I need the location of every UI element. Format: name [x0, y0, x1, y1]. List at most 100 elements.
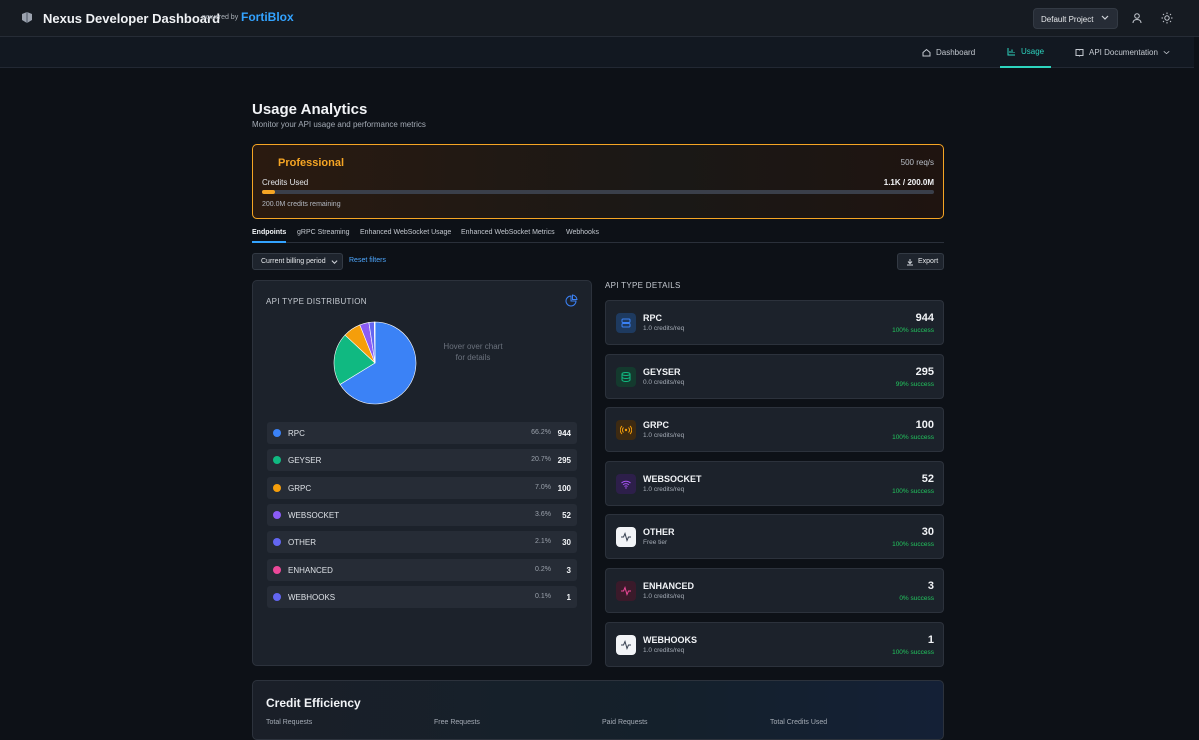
detail-success-rate: 99% success	[896, 381, 934, 388]
nav-api-docs-label: API Documentation	[1089, 48, 1158, 57]
project-select-value: Default Project	[1041, 15, 1093, 24]
detail-credits-per-req: 1.0 credits/req	[643, 432, 684, 439]
server-icon	[620, 317, 632, 329]
legend-percent: 0.1%	[535, 593, 551, 600]
api-type-distribution-panel: API TYPE DISTRIBUTION Hover over chart f…	[252, 280, 592, 666]
bar-chart-icon	[1007, 47, 1016, 56]
detail-count: 52	[922, 473, 934, 485]
tab-endpoints[interactable]: Endpoints	[252, 229, 286, 243]
legend-percent: 20.7%	[531, 456, 551, 463]
legend-percent: 3.6%	[535, 511, 551, 518]
legend-name: OTHER	[288, 538, 316, 547]
app-title: Nexus Developer Dashboard	[43, 11, 220, 26]
credits-used-label: Credits Used	[262, 178, 308, 187]
nav-usage[interactable]: Usage	[1000, 37, 1051, 68]
legend-count: 944	[558, 429, 571, 438]
tab-enhanced-websocket-usage[interactable]: Enhanced WebSocket Usage	[360, 229, 451, 243]
page-title: Usage Analytics	[252, 101, 367, 118]
legend-dot	[273, 566, 281, 574]
detail-name: WEBSOCKET	[643, 474, 702, 484]
top-bar: Nexus Developer Dashboard powered by For…	[0, 0, 1199, 37]
detail-name: OTHER	[643, 527, 675, 537]
legend-count: 3	[567, 566, 571, 575]
user-icon[interactable]	[1131, 12, 1143, 24]
legend-row-geyser[interactable]: GEYSER 20.7% 295	[267, 449, 577, 471]
legend-name: GRPC	[288, 484, 311, 493]
page-subtitle: Monitor your API usage and performance m…	[252, 120, 426, 129]
legend-dot	[273, 538, 281, 546]
nav-usage-label: Usage	[1021, 47, 1044, 56]
legend-name: RPC	[288, 429, 305, 438]
credits-remaining: 200.0M credits remaining	[262, 201, 341, 208]
tab-grpc-streaming[interactable]: gRPC Streaming	[297, 229, 350, 243]
detail-count: 100	[916, 419, 934, 431]
credits-progress-bar	[262, 190, 934, 194]
detail-success-rate: 100% success	[892, 541, 934, 548]
detail-success-rate: 100% success	[892, 434, 934, 441]
legend-percent: 2.1%	[535, 538, 551, 545]
project-select[interactable]: Default Project	[1033, 8, 1118, 29]
legend-dot	[273, 429, 281, 437]
legend-count: 1	[567, 593, 571, 602]
legend-dot	[273, 593, 281, 601]
billing-period-select[interactable]: Current billing period	[252, 253, 343, 270]
legend-count: 295	[558, 456, 571, 465]
legend-name: ENHANCED	[288, 566, 333, 575]
legend-row-webhooks[interactable]: WEBHOOKS 0.1% 1	[267, 586, 577, 608]
legend-dot	[273, 484, 281, 492]
pie-chart-icon[interactable]	[564, 294, 578, 308]
plan-card: Professional 500 req/s Credits Used 1.1K…	[252, 144, 944, 219]
export-button[interactable]: Export	[897, 253, 944, 270]
legend-name: WEBHOOKS	[288, 593, 335, 602]
detail-success-rate: 0% success	[899, 595, 934, 602]
legend-percent: 7.0%	[535, 484, 551, 491]
detail-count: 295	[916, 366, 934, 378]
legend-dot	[273, 456, 281, 464]
legend-row-rpc[interactable]: RPC 66.2% 944	[267, 422, 577, 444]
activity-icon	[620, 639, 632, 651]
credit-efficiency-panel: Credit Efficiency Total Requests Free Re…	[252, 680, 944, 740]
plan-name: Professional	[278, 157, 344, 169]
page-scrollbar[interactable]	[1194, 37, 1199, 723]
activity-icon	[620, 531, 632, 543]
activity-icon	[620, 585, 632, 597]
legend-row-other[interactable]: OTHER 2.1% 30	[267, 531, 577, 553]
detail-credits-per-req: 1.0 credits/req	[643, 593, 684, 600]
legend-percent: 0.2%	[535, 566, 551, 573]
detail-icon-badge	[616, 635, 636, 655]
nav-api-docs[interactable]: API Documentation	[1075, 37, 1170, 68]
legend-count: 30	[562, 538, 571, 547]
distribution-pie-chart[interactable]	[333, 321, 417, 405]
legend-name: WEBSOCKET	[288, 511, 339, 520]
book-icon	[1075, 48, 1084, 57]
tab-enhanced-websocket-metrics[interactable]: Enhanced WebSocket Metrics	[461, 229, 555, 243]
download-icon	[906, 258, 914, 266]
brand-name: FortiBlox	[241, 10, 294, 24]
detail-icon-badge	[616, 367, 636, 387]
detail-icon-badge	[616, 527, 636, 547]
reset-filters-link[interactable]: Reset filters	[349, 257, 386, 264]
detail-name: GRPC	[643, 420, 669, 430]
legend-name: GEYSER	[288, 456, 321, 465]
legend-dot	[273, 511, 281, 519]
nav-dashboard[interactable]: Dashboard	[922, 37, 975, 68]
detail-name: GEYSER	[643, 367, 681, 377]
chevron-down-icon	[331, 258, 338, 265]
tab-webhooks[interactable]: Webhooks	[566, 229, 599, 243]
detail-name: WEBHOOKS	[643, 635, 697, 645]
detail-credits-per-req: 1.0 credits/req	[643, 486, 684, 493]
sun-icon[interactable]	[1161, 12, 1173, 24]
detail-success-rate: 100% success	[892, 649, 934, 656]
detail-card-grpc[interactable]: GRPC 1.0 credits/req 100 100% success	[605, 407, 944, 452]
legend-percent: 66.2%	[531, 429, 551, 436]
credits-used-value: 1.1K / 200.0M	[884, 178, 934, 187]
legend-row-enhanced[interactable]: ENHANCED 0.2% 3	[267, 559, 577, 581]
